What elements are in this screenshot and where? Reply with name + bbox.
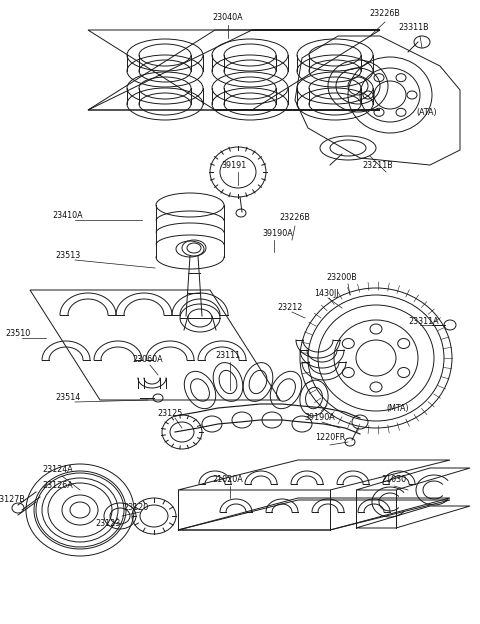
Text: 23410A: 23410A: [53, 210, 84, 220]
Text: 23311A: 23311A: [408, 318, 439, 326]
Text: 23200B: 23200B: [326, 273, 358, 283]
Text: 23124A: 23124A: [43, 466, 73, 474]
Text: 39190A: 39190A: [305, 414, 336, 422]
Text: 23120: 23120: [123, 504, 149, 512]
Text: 21020A: 21020A: [213, 475, 243, 484]
Text: 23127B: 23127B: [0, 495, 25, 504]
Text: 39190A: 39190A: [263, 230, 293, 238]
Text: 23513: 23513: [55, 250, 81, 260]
Text: 23226B: 23226B: [370, 9, 400, 19]
Text: 23123: 23123: [96, 520, 120, 529]
Text: 23126A: 23126A: [43, 482, 73, 490]
Text: 23060A: 23060A: [132, 356, 163, 364]
Text: 23510: 23510: [5, 329, 31, 338]
Text: 23111: 23111: [216, 351, 240, 361]
Text: 23211B: 23211B: [362, 160, 394, 170]
Text: 39191: 39191: [221, 160, 247, 170]
Text: 23125: 23125: [157, 409, 183, 419]
Text: 1220FR: 1220FR: [315, 434, 345, 442]
Text: 21030: 21030: [382, 475, 407, 484]
Text: (MTA): (MTA): [387, 404, 409, 412]
Text: 23514: 23514: [55, 394, 81, 402]
Text: (ATA): (ATA): [417, 107, 437, 117]
Text: 23226B: 23226B: [279, 213, 311, 223]
Text: 23212: 23212: [277, 303, 303, 313]
Text: 23311B: 23311B: [399, 24, 429, 32]
Text: 23040A: 23040A: [213, 14, 243, 22]
Text: 1430JJ: 1430JJ: [314, 290, 338, 298]
